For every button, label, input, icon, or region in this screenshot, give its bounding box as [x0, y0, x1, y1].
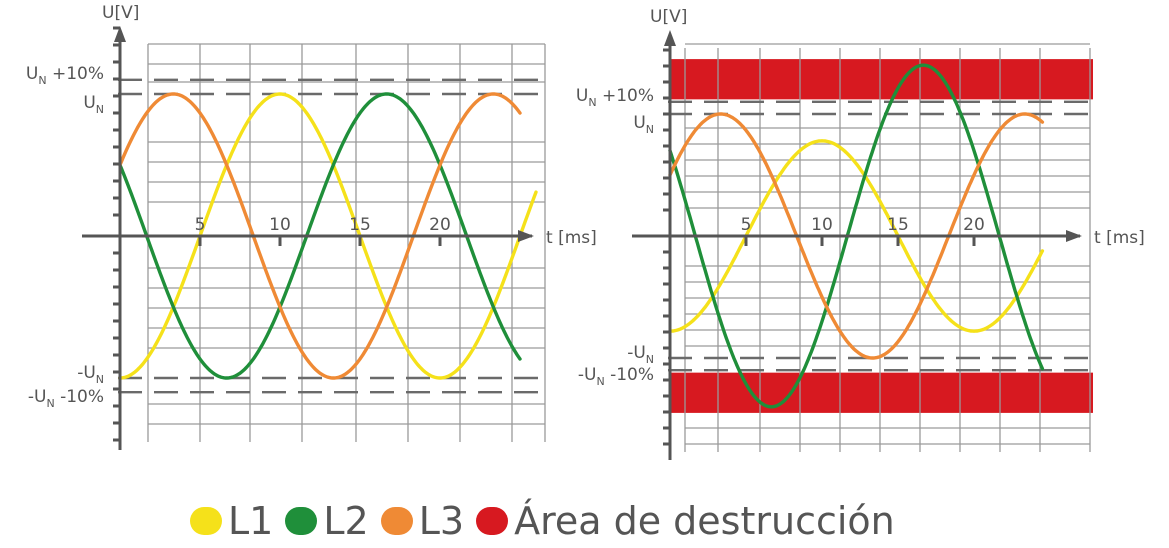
legend-label-l2: L2: [323, 499, 369, 543]
legend-swatch-l2: [285, 507, 318, 535]
series-line-l3: [668, 112, 1045, 360]
level-label-neg-un-minus-10: -UN -10%: [578, 365, 654, 388]
legend: L1 L2 L3 Área de destrucción: [190, 496, 907, 546]
legend-item-l3: L3: [380, 499, 465, 543]
y-axis-label: U[V]: [102, 3, 139, 23]
legend-item-destruction: Área de destrucción: [476, 499, 895, 543]
legend-label-destruction: Área de destrucción: [514, 499, 895, 543]
x-axis-label: t [ms]: [1094, 228, 1145, 248]
x-axis-label: t [ms]: [546, 228, 597, 248]
y-axis-arrow: [114, 26, 126, 42]
legend-item-l2: L2: [285, 499, 369, 543]
legend-label-l1: L1: [228, 499, 274, 543]
legend-swatch-destruction: [476, 507, 509, 535]
series-line-l2: [668, 63, 1045, 409]
destruction-band-lower: [670, 372, 1093, 413]
level-label-un-plus-10: UN +10%: [26, 64, 104, 87]
x-axis-arrow: [518, 230, 534, 242]
chart-panel-1: 5 10 15 20 t [ms] U[V] UN +10% UN -UN-UN -10%: [26, 3, 597, 450]
legend-swatch-l3: [380, 507, 413, 535]
chart-panel-2: 5 10 15 20 t [ms] U[V] UN +10% UN -UN-UN -10%: [576, 7, 1145, 460]
destruction-band-upper: [670, 59, 1093, 100]
level-label-un: UN: [83, 93, 104, 116]
level-label-un-plus-10: UN +10%: [576, 86, 654, 109]
y-axis-arrow: [664, 30, 676, 46]
x-tick-label: 5: [741, 215, 752, 235]
series-line-l1: [118, 92, 538, 380]
x-tick-label: 10: [269, 215, 291, 235]
series-line-l1: [668, 139, 1045, 333]
x-tick-label: 20: [963, 215, 985, 235]
legend-swatch-l1: [190, 507, 222, 535]
series-line-l3: [118, 92, 522, 380]
legend-label-l3: L3: [418, 499, 465, 543]
level-label-neg-un: -UN: [627, 343, 654, 366]
level-label-un: UN: [633, 113, 654, 136]
x-axis-arrow: [1066, 230, 1082, 242]
y-axis-label: U[V]: [650, 7, 687, 27]
x-tick-label: 20: [429, 215, 451, 235]
gridlines: [147, 43, 546, 442]
level-label-neg-un-minus-10: -UN -10%: [28, 387, 104, 410]
series-line-l2: [118, 92, 522, 380]
level-label-neg-un: -UN: [77, 363, 104, 386]
x-tick-label: 15: [887, 215, 909, 235]
legend-item-l1: L1: [190, 499, 273, 543]
x-tick-label: 15: [349, 215, 371, 235]
x-tick-label: 5: [195, 215, 206, 235]
x-tick-label: 10: [811, 215, 833, 235]
